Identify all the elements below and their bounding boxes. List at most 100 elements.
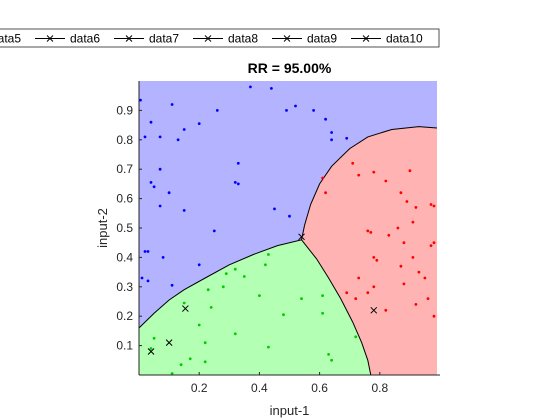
y-tick-label: 0.4 [116,250,133,264]
data-point-red [354,297,358,300]
data-point-blue [288,214,291,218]
data-point-green [152,336,156,340]
data-point-green [209,306,213,309]
data-point-blue [167,191,171,195]
data-point-green [179,363,183,367]
data-point-red [399,191,403,195]
data-point-green [258,294,261,297]
boundary-blue-green [139,224,306,329]
legend-entry: data9 [272,32,337,46]
data-point-blue [197,263,201,267]
data-point-blue [146,250,150,253]
data-point-blue [233,181,237,184]
data-point-blue [182,128,186,131]
center-marker-stroke [370,306,378,314]
data-points [139,85,436,375]
data-point-blue [312,109,315,112]
data-point-red [429,203,433,206]
region-green [139,239,371,375]
y-tick-label: 0.8 [116,133,133,147]
data-point-red [366,291,370,295]
data-point-blue [170,103,174,106]
data-point-blue [161,256,165,259]
legend-marker [362,35,370,42]
data-point-red [411,220,415,224]
data-point-red [396,226,400,230]
data-point-blue [273,207,276,211]
data-point-red [372,170,376,174]
data-point-green [267,253,270,256]
data-point-green [203,341,207,345]
data-point-red [411,256,415,259]
data-point-blue [152,185,156,189]
data-point-green [197,323,201,327]
data-point-blue [146,279,150,283]
legend-entry: data8 [193,32,258,46]
y-tick-label: 0.7 [116,162,133,176]
data-point-green [206,288,210,292]
chart-title: RR = 95.00% [248,60,332,76]
data-point-red [321,176,324,180]
data-point-blue [170,283,174,287]
data-point-red [366,229,370,233]
data-point-blue [285,109,288,112]
data-point-blue [149,181,153,184]
data-point-red [405,200,409,203]
legend-label: data8 [228,32,258,46]
y-tick-label: 0.1 [116,339,133,353]
data-point-red [372,285,376,289]
data-point-blue [324,117,327,121]
data-point-green [321,294,324,297]
data-point-green [264,263,267,267]
data-point-red [384,179,388,183]
data-point-blue [149,120,153,124]
data-point-green [242,275,246,278]
data-point-green [233,267,237,271]
legend-entry: data10 [351,32,423,46]
center-marker [165,339,173,347]
data-point-blue [182,209,186,212]
y-tick-label: 0.6 [116,192,133,206]
data-point-red [414,303,418,306]
data-point-blue [212,229,216,233]
data-point-blue [158,204,162,208]
data-point-green [224,272,228,275]
cluster-centers [147,233,378,355]
data-point-green [354,335,358,339]
data-point-green [170,372,174,375]
data-point-red [387,233,391,237]
x-tick-label: 0.8 [371,381,388,395]
data-point-blue [345,136,349,140]
legend-entry: data7 [114,32,179,46]
legend-label: data5 [0,32,21,46]
data-point-blue [330,131,333,134]
data-point-red [402,282,406,286]
data-point-green [321,311,324,315]
data-point-green [188,357,192,361]
decision-regions [139,81,437,375]
data-point-blue [294,104,297,108]
data-point-red [375,258,379,262]
legend-label: data9 [307,32,337,46]
legend-label: data7 [149,32,179,46]
boundary-blue-red [304,126,438,226]
legend: data5 data6 data7 data8 data9 data10 [0,28,440,48]
axes: 0.2 0.4 0.6 0.8 0.1 0.2 0.3 0.4 0.5 0.6 0.7 0.8 0.9 [116,81,440,395]
data-point-red [324,191,327,195]
data-point-blue [140,276,144,280]
region-blue [139,81,437,328]
legend-label: data10 [386,32,423,46]
data-point-green [233,332,237,336]
data-point-green [282,313,285,317]
legend-marker [204,35,212,42]
boundary-green-red [301,239,372,375]
data-point-red [414,206,418,209]
legend-entry: data6 [35,32,100,46]
decision-boundaries [139,126,438,375]
data-point-green [203,360,207,364]
data-point-green [149,347,153,350]
y-tick-label: 0.9 [116,103,133,117]
data-point-red [372,256,376,259]
center-marker-stroke [165,339,173,347]
